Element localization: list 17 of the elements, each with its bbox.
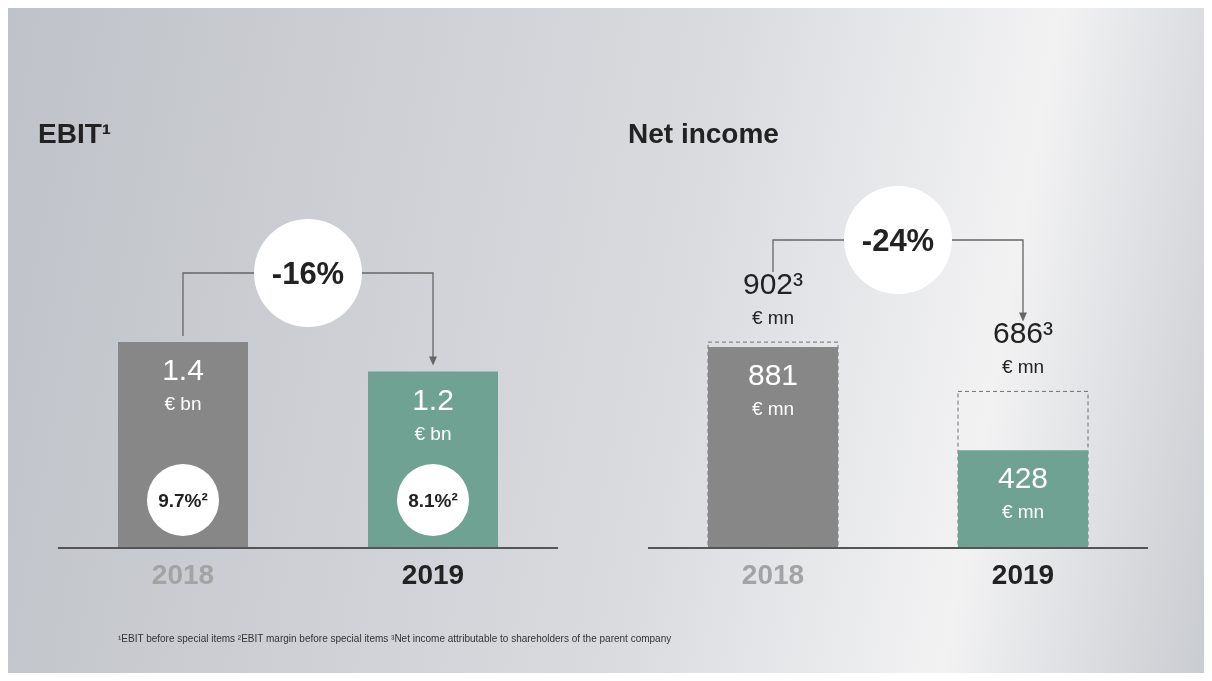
chart-title: Net income — [628, 118, 780, 151]
data-label: 428 € mn — [997, 461, 1049, 523]
bar — [958, 450, 1088, 548]
annotation: 9.7%² — [158, 490, 208, 511]
data-label: 902³ € mn — [742, 267, 804, 329]
data-label: 1.4 € bn — [162, 353, 204, 415]
chart-title: EBIT¹ — [38, 118, 113, 151]
text: ¹EBIT before special items ²EBIT margin before special items ³Net income attributable to shareholders of the parent company — [118, 633, 673, 644]
x-tick-label: 2019 — [991, 559, 1055, 590]
x-tick-label: 2019 — [401, 559, 465, 590]
x-tick-label: 2018 — [741, 559, 805, 590]
annotation: 8.1%² — [408, 490, 458, 511]
text: -24% — [861, 223, 935, 258]
data-label: 1.2 € bn — [412, 382, 454, 444]
text: -16% — [271, 256, 345, 291]
data-label: 881 € mn — [747, 357, 799, 419]
data-label: 686³ € mn — [992, 316, 1054, 378]
